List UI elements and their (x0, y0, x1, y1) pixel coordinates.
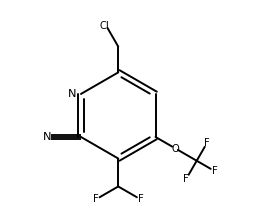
Text: N: N (68, 89, 76, 99)
Text: F: F (183, 174, 189, 184)
Text: F: F (93, 194, 99, 204)
Text: O: O (172, 144, 180, 154)
Text: F: F (138, 194, 144, 204)
Text: N: N (43, 132, 51, 142)
Text: F: F (204, 138, 210, 148)
Text: F: F (212, 166, 218, 176)
Text: Cl: Cl (100, 21, 110, 31)
